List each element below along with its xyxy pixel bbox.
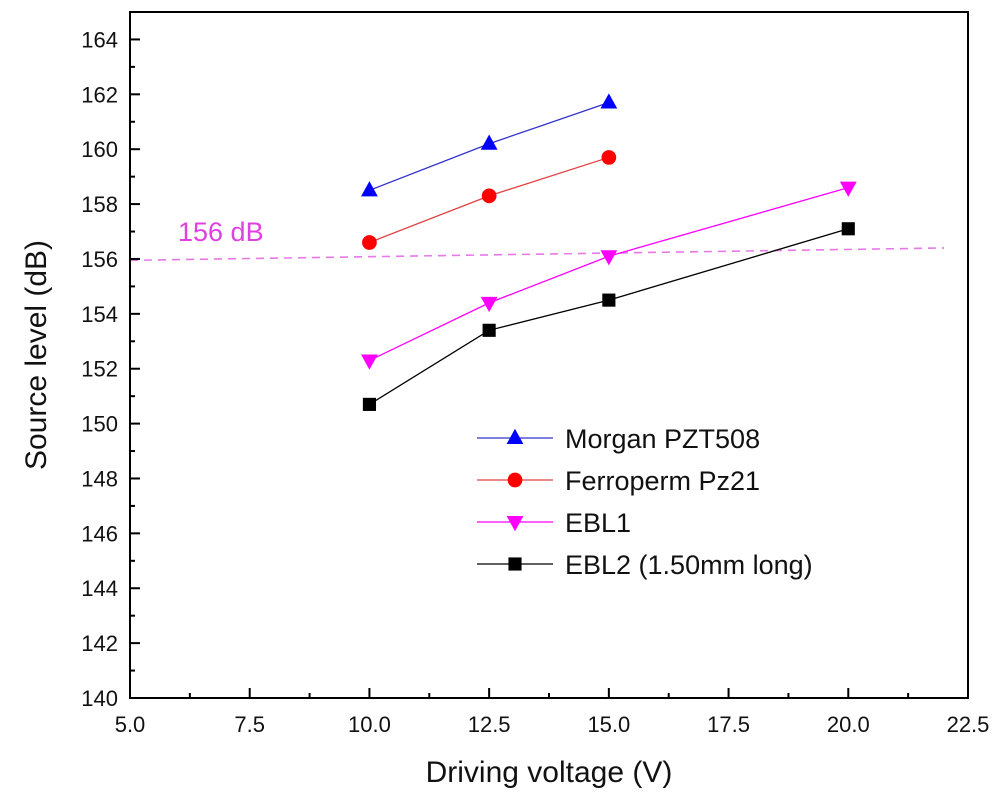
x-tick-label: 5.0 [115, 712, 146, 737]
y-tick-label: 160 [81, 137, 118, 162]
series-ebl2-1-50mm-long [362, 222, 855, 411]
series-line [369, 186, 849, 362]
legend-label: EBL1 [565, 508, 631, 538]
plot-area [129, 93, 945, 411]
plot-frame [129, 11, 969, 699]
legend: Morgan PZT508 Ferroperm Pz21 EBL1 EBL2 (1.5… [477, 424, 813, 580]
legend-label: Ferroperm Pz21 [565, 466, 760, 496]
legend-label: Morgan PZT508 [565, 424, 760, 454]
y-tick-label: 148 [81, 466, 118, 491]
y-tick-label: 158 [81, 192, 118, 217]
y-tick-label: 152 [81, 357, 118, 382]
x-tick-label: 10.0 [348, 712, 391, 737]
y-tick-label: 162 [81, 82, 118, 107]
y-tick-label: 154 [81, 302, 118, 327]
x-tick-label: 17.5 [707, 712, 750, 737]
y-axis-title: Source level (dB) [20, 240, 53, 470]
x-tick-label: 20.0 [827, 712, 870, 737]
x-tick-label: 12.5 [468, 712, 511, 737]
x-tick-label: 22.5 [947, 712, 990, 737]
data-point [601, 150, 617, 165]
x-tick-label: 15.0 [587, 712, 630, 737]
data-point [361, 354, 378, 370]
data-point [362, 397, 376, 411]
legend-marker [506, 516, 524, 532]
legend-marker [508, 557, 522, 571]
legend-label: EBL2 (1.50mm long) [565, 550, 813, 580]
y-tick-label: 140 [81, 686, 118, 711]
data-point [841, 222, 855, 236]
data-point [482, 323, 496, 337]
series-ferroperm-pz21 [362, 150, 617, 250]
data-point [361, 181, 378, 197]
data-point [362, 235, 377, 250]
y-tick-label: 144 [81, 576, 118, 601]
data-point [839, 181, 857, 197]
data-point [600, 93, 618, 109]
legend-marker [506, 428, 524, 444]
series-ebl1 [361, 181, 857, 370]
data-point [481, 188, 497, 204]
legend-marker [507, 472, 523, 488]
data-point [480, 134, 498, 150]
y-tick-label: 142 [81, 631, 118, 656]
data-point [600, 250, 618, 266]
y-tick-label: 156 [81, 247, 118, 272]
reference-line-label: 156 dB [178, 217, 264, 247]
x-tick-label: 7.5 [234, 712, 265, 737]
y-tick-label: 164 [81, 27, 118, 52]
y-tick-label: 146 [81, 521, 118, 546]
y-tick-label: 150 [81, 412, 118, 437]
data-point [602, 293, 616, 307]
series-morgan-pzt508 [361, 93, 618, 197]
axes: 5.0 7.5 10.0 12.5 15.0 17.5 20.0 22.5 140 142 144 1… [81, 27, 989, 737]
series-line [369, 228, 849, 405]
reference-line-156db [129, 247, 945, 262]
x-axis-title: Driving voltage (V) [426, 756, 673, 789]
data-point [480, 296, 498, 313]
